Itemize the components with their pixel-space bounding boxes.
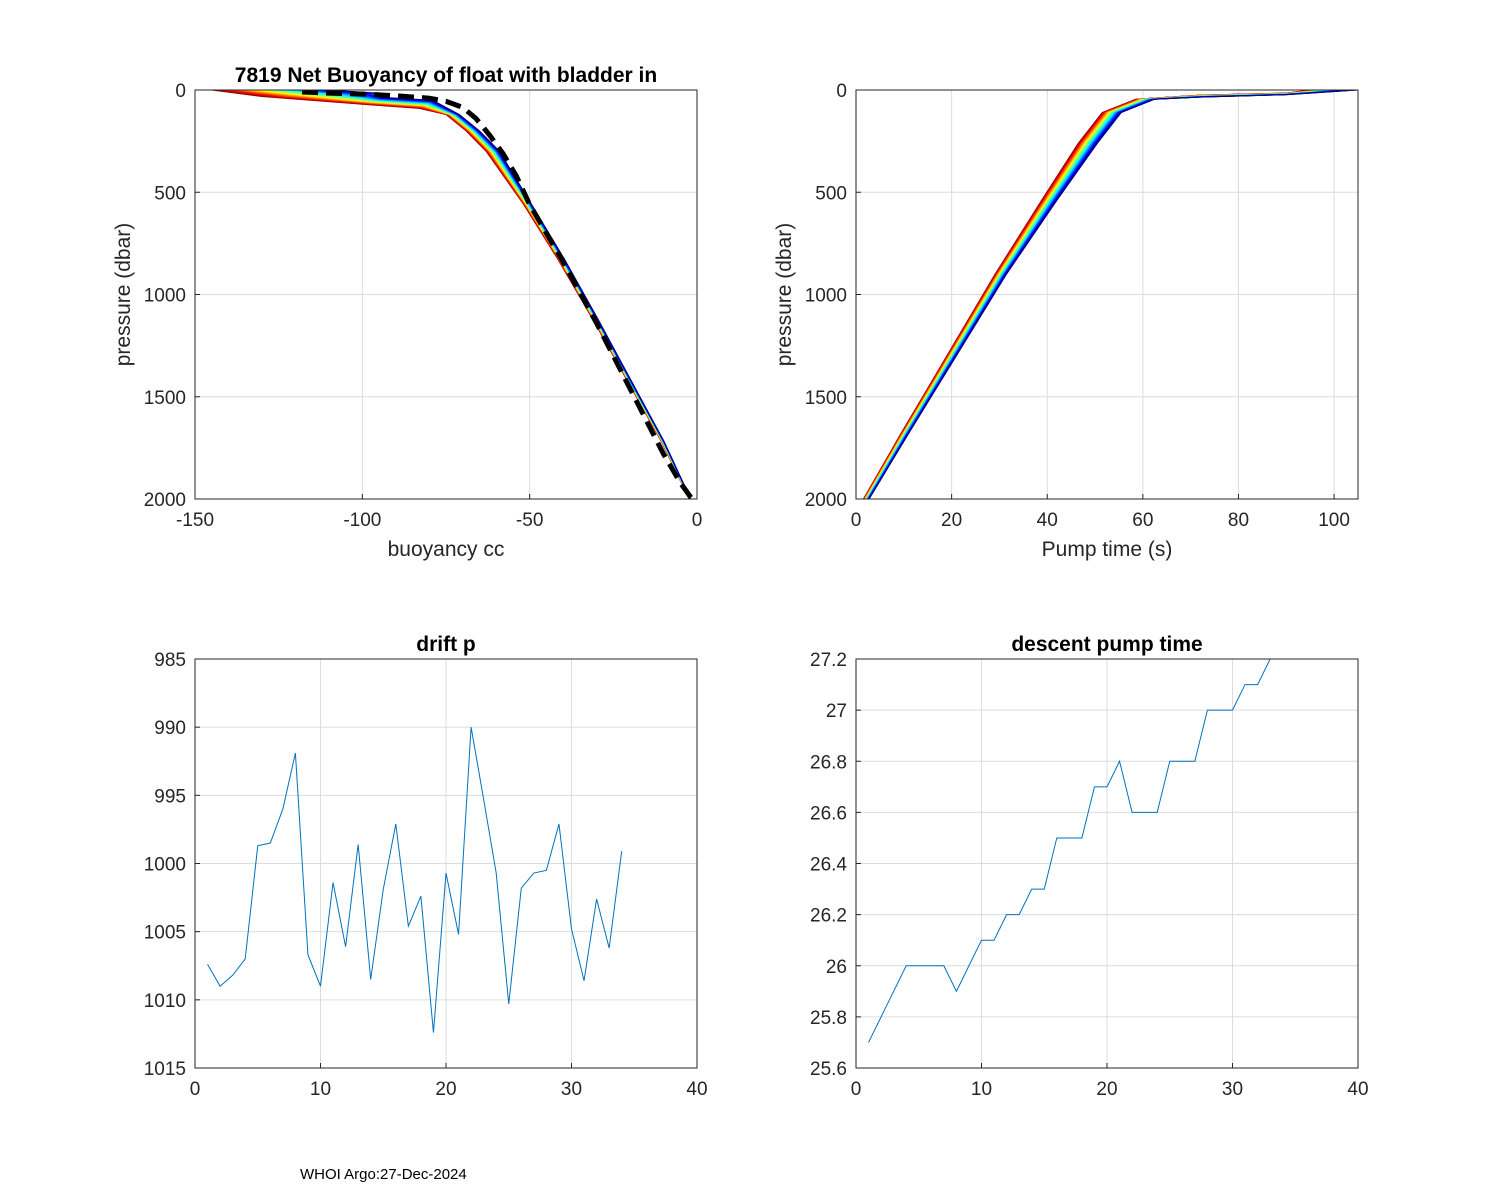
data-line	[207, 727, 623, 1033]
plot-series	[207, 727, 623, 1033]
y-tick-label: 1500	[805, 388, 847, 409]
y-tick-label: 1500	[144, 388, 186, 409]
y-tick-label: 26.8	[810, 752, 847, 773]
x-tick-label: 60	[1132, 510, 1153, 531]
footer-stamp: WHOI Argo:27-Dec-2024	[300, 1166, 467, 1183]
x-tick-label: 20	[941, 510, 962, 531]
y-tick-label: 1000	[144, 286, 186, 307]
x-tick-label: -50	[516, 510, 543, 531]
axes-box	[194, 658, 698, 1069]
y-tick-label: 1000	[144, 855, 186, 876]
y-tick-label: 25.8	[810, 1008, 847, 1029]
y-axis-label: pressure (dbar)	[773, 223, 796, 367]
y-tick-label: 1010	[144, 991, 186, 1012]
y-tick-label: 27	[826, 701, 847, 722]
x-tick-label: -100	[343, 510, 381, 531]
plot-series	[868, 659, 1283, 1043]
y-tick-label: 26	[826, 957, 847, 978]
x-tick-label: 30	[1222, 1079, 1243, 1100]
x-tick-label: 40	[1347, 1079, 1368, 1100]
y-tick-label: 26.4	[810, 855, 847, 876]
y-tick-label: 1015	[144, 1059, 186, 1080]
chart-title: 7819 Net Buoyancy of float with bladder …	[235, 64, 657, 87]
chart-driftp: 0 10 20 30 40 985 990 995 1000 1005 1010 1015 drift …	[144, 633, 708, 1100]
chart-descent: 0 10 20 30 40 25.6 25.8 26 26.2 26.4 26.6 26.8 27 27.…	[810, 633, 1369, 1100]
x-tick-label: 20	[1096, 1079, 1117, 1100]
plot-series	[211, 90, 695, 499]
axes-box	[855, 89, 1359, 500]
x-axis-label: Pump time (s)	[1042, 538, 1173, 561]
y-tick-label: 27.2	[810, 650, 847, 671]
x-tick-label: 100	[1318, 510, 1350, 531]
x-tick-label: 0	[851, 510, 862, 531]
chart-title: descent pump time	[1011, 633, 1202, 656]
axes-box	[855, 658, 1359, 1069]
y-tick-label: 0	[836, 81, 847, 102]
x-tick-label: 0	[851, 1079, 862, 1100]
reference-line	[301, 90, 695, 499]
x-tick-label: 10	[971, 1079, 992, 1100]
chart-buoyancy: -150 -100 -50 0 0 500 1000 1500 2000 7819 Net Buo…	[112, 64, 702, 561]
y-tick-label: 1005	[144, 923, 186, 944]
axes-box	[194, 89, 698, 500]
x-tick-label: 20	[435, 1079, 456, 1100]
x-tick-label: -150	[176, 510, 214, 531]
y-tick-label: 25.6	[810, 1059, 847, 1080]
y-tick-label: 26.6	[810, 803, 847, 824]
y-tick-label: 1000	[805, 286, 847, 307]
data-line	[868, 659, 1283, 1043]
y-tick-label: 26.2	[810, 906, 847, 927]
y-tick-label: 500	[815, 183, 847, 204]
x-tick-label: 0	[692, 510, 703, 531]
x-tick-label: 0	[190, 1079, 201, 1100]
x-tick-label: 40	[686, 1079, 707, 1100]
y-tick-label: 500	[154, 183, 186, 204]
x-tick-label: 10	[310, 1079, 331, 1100]
profile-line	[868, 90, 1358, 499]
x-tick-label: 80	[1228, 510, 1249, 531]
y-tick-label: 2000	[144, 490, 186, 511]
plot-series	[862, 90, 1358, 499]
x-axis-label: buoyancy cc	[388, 538, 505, 561]
y-axis-label: pressure (dbar)	[112, 223, 135, 367]
chart-title: drift p	[416, 633, 475, 656]
x-tick-label: 30	[561, 1079, 582, 1100]
y-tick-label: 995	[154, 786, 186, 807]
y-tick-label: 985	[154, 650, 186, 671]
y-tick-label: 990	[154, 718, 186, 739]
y-tick-label: 2000	[805, 490, 847, 511]
y-tick-label: 0	[175, 81, 186, 102]
x-tick-label: 40	[1037, 510, 1058, 531]
